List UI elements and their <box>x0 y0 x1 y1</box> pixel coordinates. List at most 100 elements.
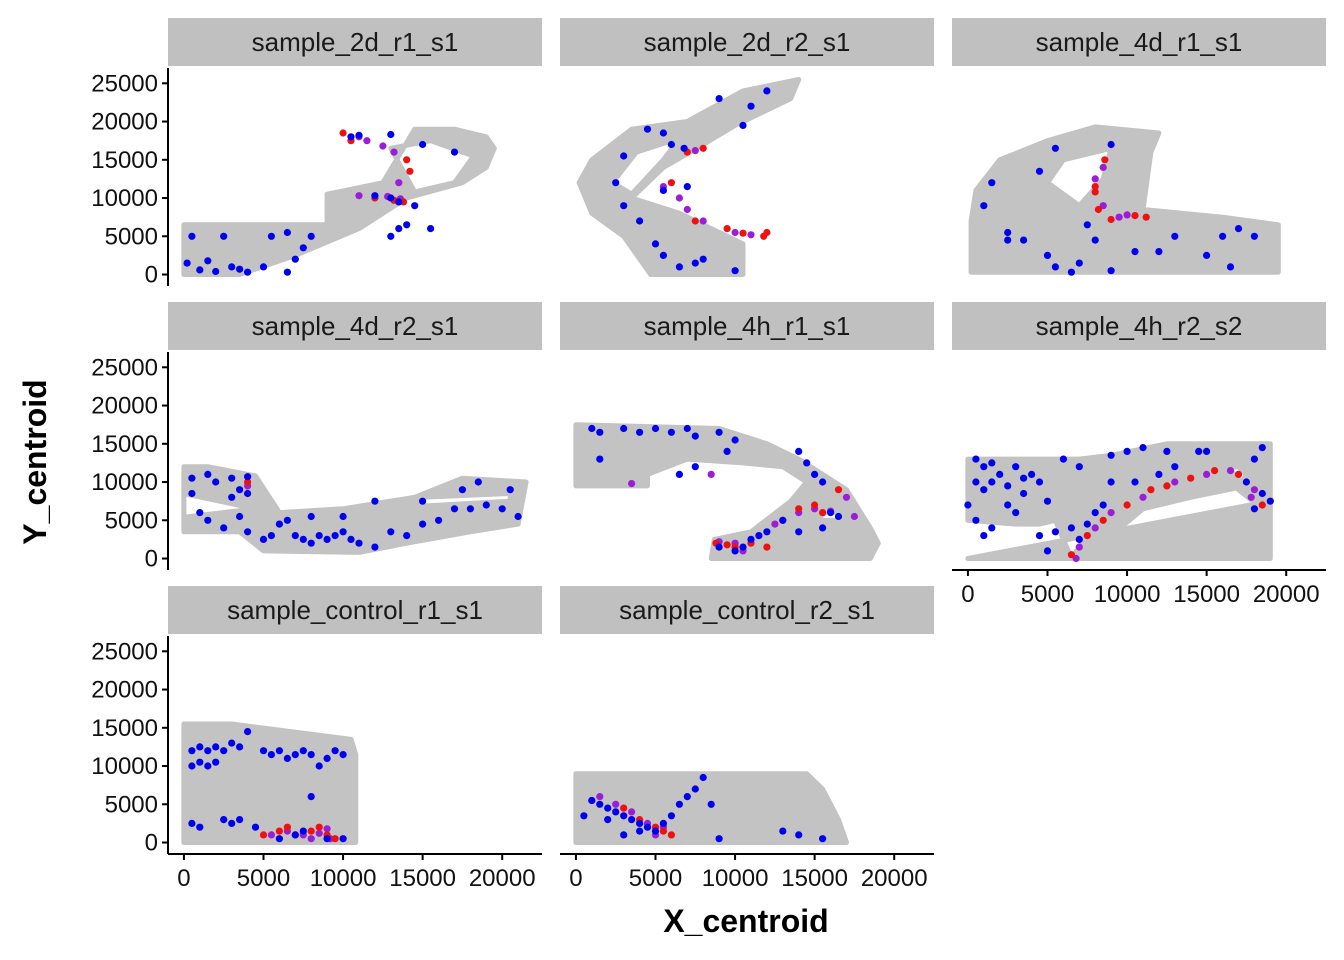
red-point <box>331 835 339 843</box>
blue-point <box>355 539 363 547</box>
blue-point <box>267 232 275 240</box>
blue-point <box>244 268 252 276</box>
red-point <box>1091 183 1099 191</box>
blue-point <box>1035 167 1044 175</box>
blue-point <box>996 470 1004 478</box>
blue-point <box>1107 267 1115 275</box>
blue-point <box>244 489 252 498</box>
blue-point <box>683 424 691 433</box>
red-point <box>1107 215 1115 224</box>
purple-point <box>596 793 604 801</box>
y-tick-label: 15000 <box>91 147 158 174</box>
blue-point <box>307 539 315 547</box>
red-point <box>760 232 768 240</box>
blue-point <box>387 528 395 536</box>
background-cells <box>576 77 802 277</box>
red-point <box>659 827 668 835</box>
facet-strip-label: sample_control_r1_s1 <box>227 595 483 625</box>
purple-point <box>628 480 636 488</box>
red-point <box>1123 501 1131 509</box>
x-tick-label: 10000 <box>310 865 377 892</box>
blue-point <box>588 424 596 433</box>
blue-point <box>228 739 236 747</box>
panel-sample_control_r2_s1: sample_control_r2_s1 0 5000 10000 15000 20000 <box>560 586 934 892</box>
blue-point <box>596 428 604 436</box>
blue-point <box>307 512 315 521</box>
blue-point <box>659 819 668 828</box>
blue-point <box>1004 482 1012 490</box>
blue-point <box>1171 463 1179 471</box>
blue-point <box>1043 497 1052 505</box>
red-point <box>1099 516 1107 524</box>
blue-point <box>196 508 204 517</box>
blue-point <box>659 186 668 194</box>
blue-point <box>651 424 660 433</box>
blue-point <box>236 265 244 273</box>
blue-point <box>1035 532 1044 540</box>
blue-point <box>988 478 996 486</box>
y-tick-label: 15000 <box>91 431 158 458</box>
blue-point <box>715 835 723 843</box>
purple-point <box>771 520 779 528</box>
blue-point <box>387 130 395 139</box>
blue-point <box>331 747 339 755</box>
blue-point <box>283 268 291 276</box>
x-tick-label: 20000 <box>469 865 536 892</box>
blue-point <box>988 179 996 187</box>
panel-sample_control_r1_s1: sample_control_r1_s1 0 5000 10000 15000 20000… <box>91 586 542 892</box>
blue-point <box>307 751 315 759</box>
blue-point <box>604 804 612 812</box>
y-tick-label: 25000 <box>91 638 158 665</box>
panel-sample_4h_r2_s2: sample_4h_r2_s2 0 5000 10000 15000 20000 <box>952 302 1326 608</box>
purple-point <box>699 217 707 225</box>
blue-point <box>964 501 972 509</box>
x-tick-label: 5000 <box>237 865 290 892</box>
red-point <box>1147 486 1155 494</box>
blue-point <box>980 486 988 494</box>
blue-point <box>482 501 490 509</box>
blue-point <box>411 202 419 210</box>
blue-point <box>1020 236 1028 244</box>
blue-point <box>204 470 212 478</box>
background-cells <box>573 422 881 561</box>
blue-point <box>403 532 411 540</box>
red-point <box>1094 205 1102 214</box>
y-tick-label: 0 <box>145 546 158 573</box>
red-point <box>1091 188 1099 196</box>
panels-layer: sample_2d_r1_s1 0 5000 10000 15000 20000 25000… <box>91 18 1326 892</box>
blue-point <box>339 512 347 521</box>
blue-point <box>204 257 212 265</box>
blue-point <box>403 221 411 229</box>
blue-point <box>1028 470 1036 478</box>
blue-point <box>220 524 228 532</box>
blue-point <box>1266 497 1274 505</box>
facet-strip-label: sample_4h_r1_s1 <box>644 311 851 341</box>
red-point <box>763 543 771 551</box>
purple-point <box>850 512 859 521</box>
blue-point <box>427 225 435 233</box>
red-point <box>699 144 707 152</box>
background-cells <box>968 124 1281 275</box>
blue-point <box>680 144 688 152</box>
blue-point <box>1250 505 1258 513</box>
y-tick-label: 10000 <box>91 469 158 496</box>
blue-point <box>620 812 628 820</box>
y-tick-label: 20000 <box>91 677 158 704</box>
blue-point <box>450 505 459 513</box>
y-tick-label: 20000 <box>91 109 158 136</box>
blue-point <box>204 516 212 524</box>
x-tick-label: 5000 <box>1021 581 1074 608</box>
blue-point <box>220 816 228 824</box>
red-point <box>667 179 676 187</box>
blue-point <box>188 474 196 482</box>
blue-point <box>980 202 988 210</box>
blue-point <box>188 819 196 828</box>
blue-point <box>196 823 204 831</box>
blue-point <box>267 532 275 540</box>
blue-point <box>291 532 299 540</box>
blue-point <box>371 497 379 505</box>
blue-point <box>371 192 379 200</box>
blue-point <box>675 263 684 271</box>
x-tick-label: 15000 <box>781 865 848 892</box>
blue-point <box>315 762 323 770</box>
